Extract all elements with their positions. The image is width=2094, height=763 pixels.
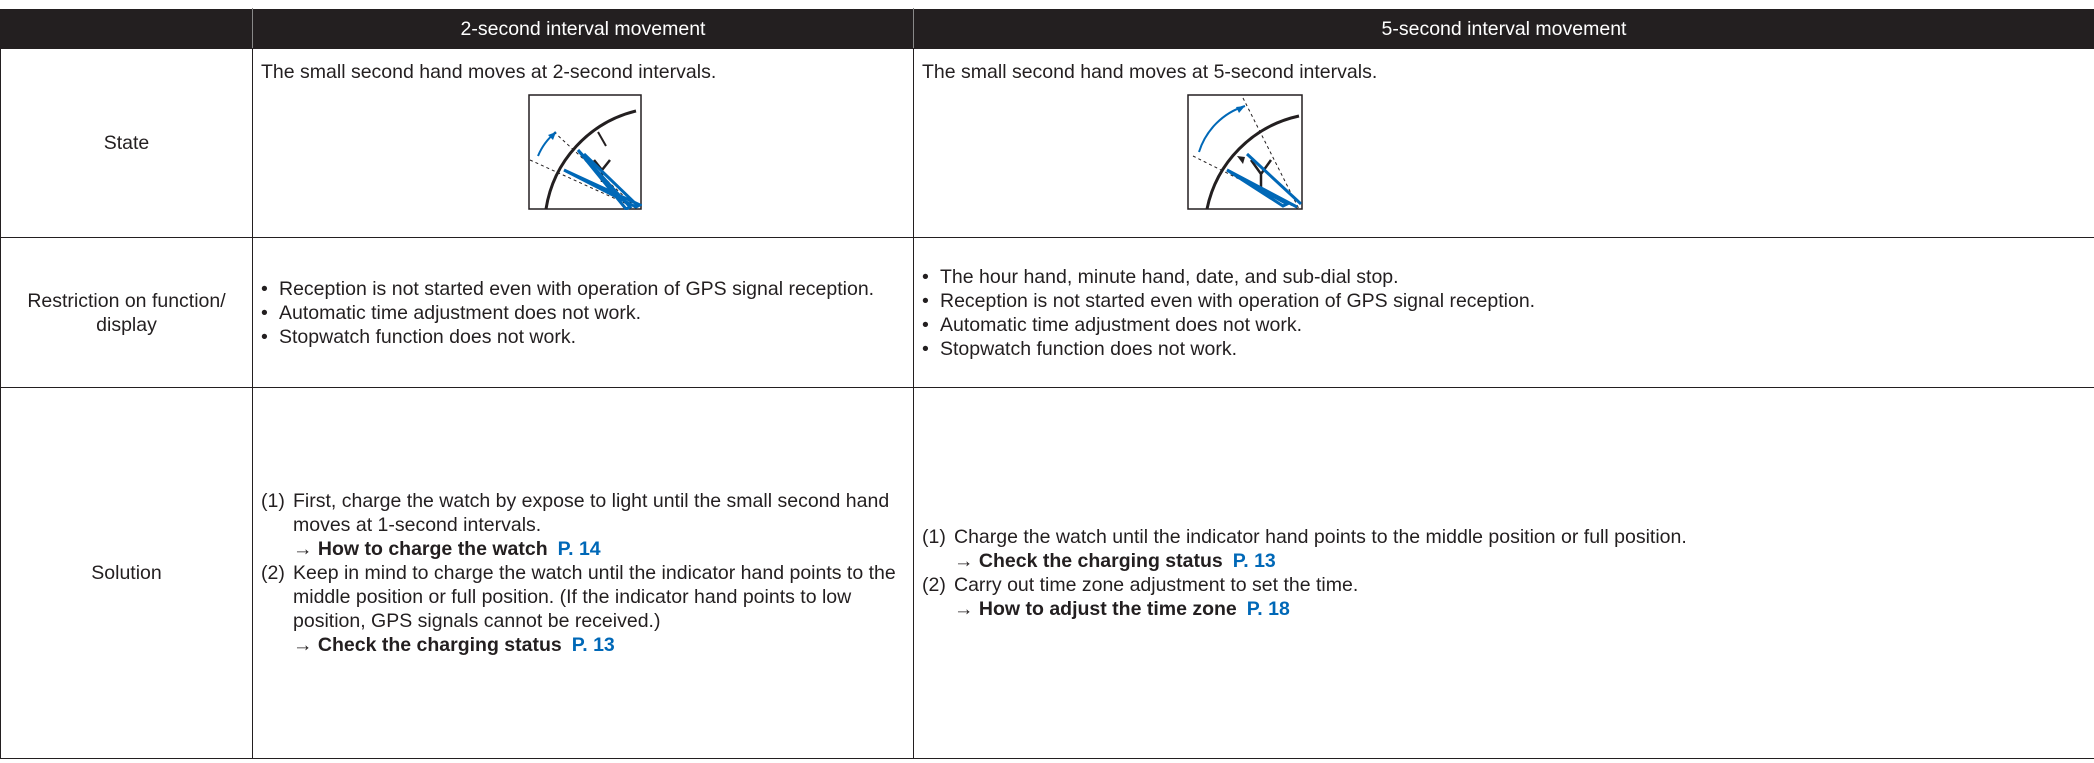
step-body: Charge the watch until the indicator han… <box>954 525 1687 573</box>
cell: (1)First, charge the watch by expose to … <box>253 388 914 759</box>
cell-text: The small second hand moves at 5-second … <box>922 60 2086 84</box>
reference: → Check the charging status P. 13 <box>954 549 1687 573</box>
step: (1)First, charge the watch by expose to … <box>261 489 905 561</box>
illustration <box>528 94 642 210</box>
cell: The small second hand moves at 5-second … <box>914 49 2094 238</box>
bullet-item: Stopwatch function does not work. <box>261 325 905 349</box>
step: (1)Charge the watch until the indicator … <box>922 525 2086 573</box>
step-body: Keep in mind to charge the watch until t… <box>293 561 905 657</box>
step-number: (1) <box>922 525 954 573</box>
page-link[interactable]: P. 13 <box>1233 550 1276 572</box>
row-label: Solution <box>1 388 253 759</box>
reference-title: How to adjust the time zone <box>979 598 1237 620</box>
row: Solution (1)First, charge the watch by e… <box>1 388 2094 759</box>
step: (2)Carry out time zone adjustment to set… <box>922 573 2086 621</box>
step-body: First, charge the watch by expose to lig… <box>293 489 905 561</box>
header-corner <box>1 9 253 49</box>
arrow: → <box>293 538 313 560</box>
bullet-item: The hour hand, minute hand, date, and su… <box>922 265 2086 289</box>
page-link[interactable]: P. 18 <box>1247 598 1290 620</box>
arrow: → <box>954 550 974 572</box>
bullet-list: Reception is not started even with opera… <box>261 277 905 349</box>
reference: → How to charge the watch P. 14 <box>293 537 905 561</box>
row: State The small second hand moves at 2-s… <box>1 49 2094 238</box>
cell: Reception is not started even with opera… <box>253 238 914 388</box>
illustration <box>1187 94 1303 210</box>
step-number: (2) <box>261 561 293 657</box>
bullet-item: Reception is not started even with opera… <box>922 289 2086 313</box>
row-label: Restriction on function/ display <box>1 238 253 388</box>
step-text: Charge the watch until the indicator han… <box>954 525 1687 549</box>
arrow: → <box>954 598 974 620</box>
bullet-item: Reception is not started even with opera… <box>261 277 905 301</box>
bullet-item: Automatic time adjustment does not work. <box>922 313 2086 337</box>
step-body: Carry out time zone adjustment to set th… <box>954 573 1358 621</box>
column-header: 5-second interval movement <box>914 9 2094 49</box>
header-row: 2-second interval movement 5-second inte… <box>1 9 2094 49</box>
page: 2-second interval movement 5-second inte… <box>0 8 2094 763</box>
step-text: First, charge the watch by expose to lig… <box>293 489 905 537</box>
reference: → How to adjust the time zone P. 18 <box>954 597 1358 621</box>
page-link[interactable]: P. 13 <box>572 634 615 656</box>
reference: → Check the charging status P. 13 <box>293 633 905 657</box>
bullet-item: Stopwatch function does not work. <box>922 337 2086 361</box>
row: Restriction on function/ display Recepti… <box>1 238 2094 388</box>
reference-title: How to charge the watch <box>318 538 548 560</box>
column-header: 2-second interval movement <box>253 9 914 49</box>
cell: The small second hand moves at 2-second … <box>253 49 914 238</box>
reference-title: Check the charging status <box>318 634 562 656</box>
reference-title: Check the charging status <box>979 550 1223 572</box>
row-label: State <box>1 49 253 238</box>
step-text: Keep in mind to charge the watch until t… <box>293 561 905 633</box>
table: 2-second interval movement 5-second inte… <box>0 8 2094 759</box>
page-link[interactable]: P. 14 <box>558 538 601 560</box>
step: (2)Keep in mind to charge the watch unti… <box>261 561 905 657</box>
bullet-list: The hour hand, minute hand, date, and su… <box>922 265 2086 361</box>
cell: The hour hand, minute hand, date, and su… <box>914 238 2094 388</box>
cell-text: The small second hand moves at 2-second … <box>261 60 905 84</box>
cell: (1)Charge the watch until the indicator … <box>914 388 2094 759</box>
step-number: (2) <box>922 573 954 621</box>
arrow: → <box>293 634 313 656</box>
bullet-item: Automatic time adjustment does not work. <box>261 301 905 325</box>
step-text: Carry out time zone adjustment to set th… <box>954 573 1358 597</box>
step-number: (1) <box>261 489 293 561</box>
